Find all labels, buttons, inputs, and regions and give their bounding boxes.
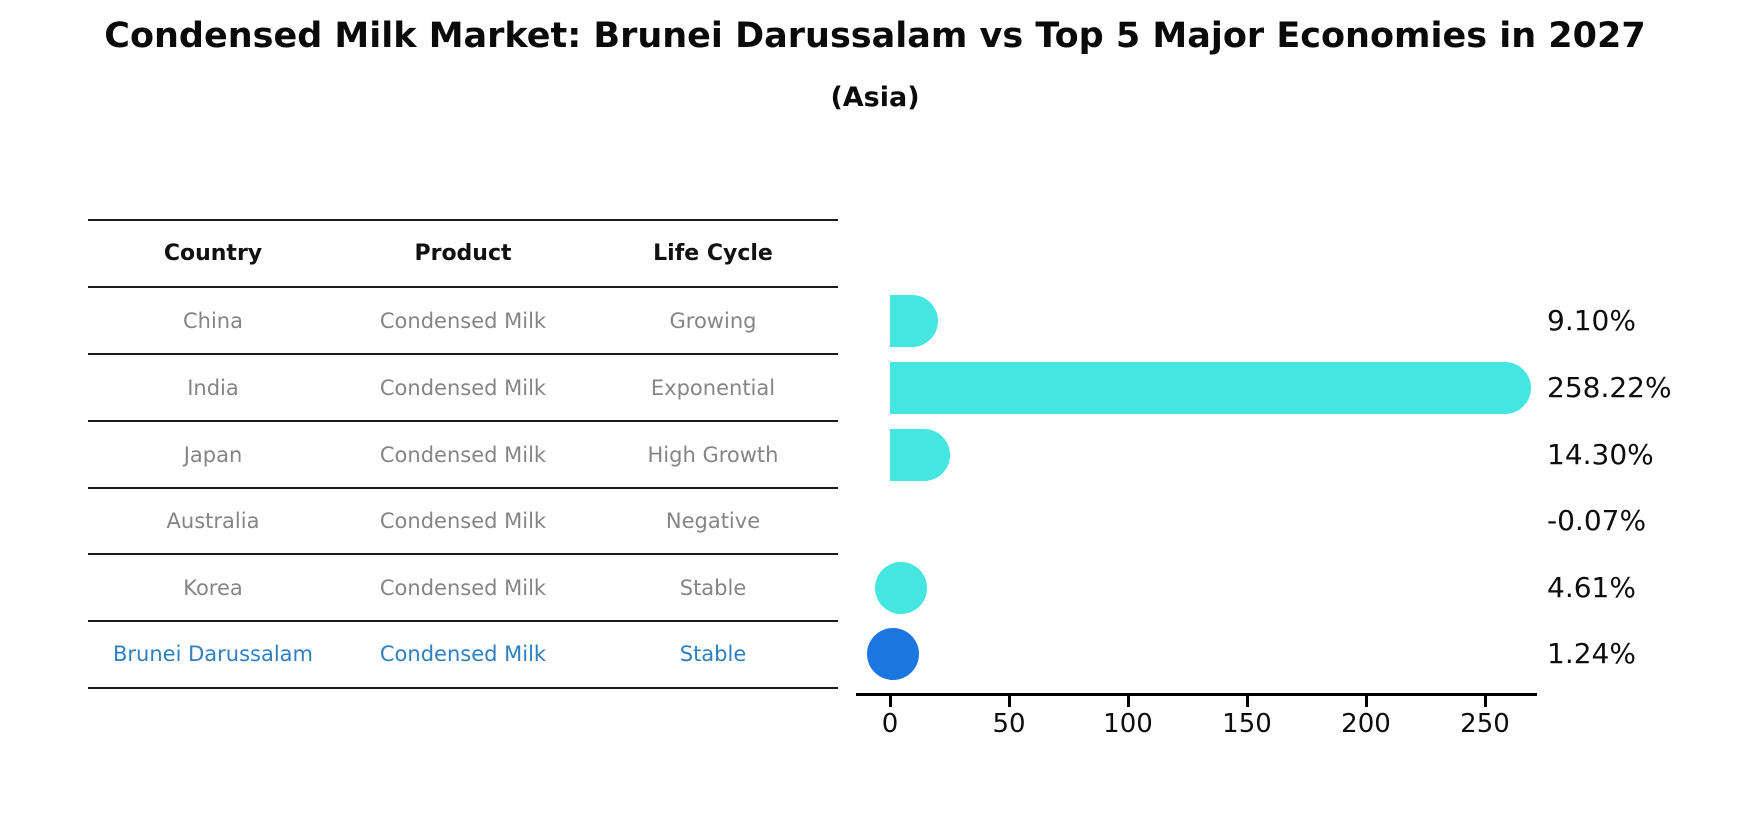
- value-label-brunei-darussalam: 1.24%: [1547, 637, 1636, 670]
- lifecycle-cell: High Growth: [647, 443, 779, 467]
- value-label-australia: -0.07%: [1547, 504, 1647, 537]
- table-rule-top: [88, 219, 838, 221]
- table-row-china: China Condensed Milk Growing: [88, 305, 838, 337]
- bar-brunei-darussalam: [866, 628, 919, 680]
- table-row-japan: Japan Condensed Milk High Growth: [88, 439, 838, 471]
- lifecycle-cell: Growing: [669, 309, 757, 333]
- lifecycle-cell: Stable: [679, 642, 747, 666]
- chart-title: Condensed Milk Market: Brunei Darussalam…: [104, 16, 1646, 56]
- value-label-japan: 14.30%: [1547, 438, 1654, 471]
- table-row-australia: Australia Condensed Milk Negative: [88, 505, 838, 537]
- product-cell: Condensed Milk: [379, 443, 547, 467]
- bar-korea: [874, 562, 927, 614]
- x-axis-tick: [1365, 696, 1368, 707]
- table-rule: [88, 353, 838, 355]
- value-label-korea: 4.61%: [1547, 571, 1636, 604]
- product-cell: Condensed Milk: [379, 376, 547, 400]
- product-cell: Condensed Milk: [379, 509, 547, 533]
- x-axis-tick: [889, 696, 892, 707]
- country-cell: Brunei Darussalam: [113, 642, 313, 666]
- x-axis-tick-label: 50: [992, 709, 1026, 739]
- x-axis-tick: [1484, 696, 1487, 707]
- bar-japan: [890, 429, 951, 481]
- table-rule-bottom: [88, 687, 838, 689]
- x-axis: [856, 693, 1537, 696]
- value-label-india: 258.22%: [1547, 371, 1672, 404]
- product-cell: Condensed Milk: [379, 309, 547, 333]
- table-rule: [88, 553, 838, 555]
- x-axis-tick-label: 100: [1103, 709, 1153, 739]
- column-header-country: Country: [163, 241, 263, 266]
- table-header-row: Country Product Life Cycle: [88, 238, 838, 270]
- chart-subtitle: (Asia): [830, 82, 920, 113]
- column-header-life-cycle: Life Cycle: [653, 241, 773, 266]
- x-axis-tick: [1246, 696, 1249, 707]
- product-cell: Condensed Milk: [379, 576, 547, 600]
- lifecycle-cell: Exponential: [650, 376, 776, 400]
- country-cell: China: [183, 309, 243, 333]
- table-rule: [88, 620, 838, 622]
- country-cell: Korea: [183, 576, 243, 600]
- x-axis-tick: [1127, 696, 1130, 707]
- bar-india: [890, 362, 1531, 414]
- table-row-korea: Korea Condensed Milk Stable: [88, 572, 838, 604]
- x-axis-tick-label: 150: [1222, 709, 1272, 739]
- x-axis-tick-label: 250: [1460, 709, 1510, 739]
- country-cell: India: [187, 376, 239, 400]
- lifecycle-cell: Negative: [665, 509, 761, 533]
- table-row-brunei-darussalam: Brunei Darussalam Condensed Milk Stable: [88, 638, 838, 670]
- product-cell: Condensed Milk: [379, 642, 547, 666]
- x-axis-tick-label: 0: [881, 709, 899, 739]
- table-row-india: India Condensed Milk Exponential: [88, 372, 838, 404]
- table-rule-under-header: [88, 286, 838, 288]
- value-label-china: 9.10%: [1547, 304, 1636, 337]
- table-rule: [88, 487, 838, 489]
- country-cell: Australia: [166, 509, 260, 533]
- x-axis-tick: [1008, 696, 1011, 707]
- table-rule: [88, 420, 838, 422]
- column-header-product: Product: [414, 241, 512, 266]
- x-axis-tick-label: 200: [1341, 709, 1391, 739]
- lifecycle-cell: Stable: [679, 576, 747, 600]
- bar-china: [890, 295, 938, 347]
- country-cell: Japan: [183, 443, 243, 467]
